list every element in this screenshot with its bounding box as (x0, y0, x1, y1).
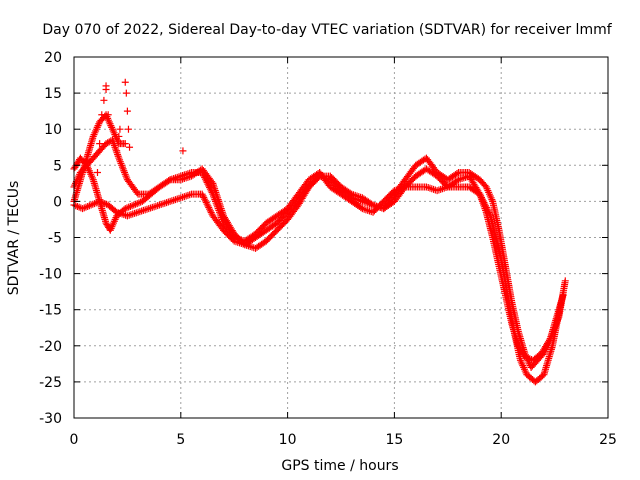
y-tick-label: 15 (44, 86, 62, 102)
data-points (70, 78, 569, 386)
data-point (93, 169, 101, 177)
data-point (79, 205, 87, 213)
data-point (204, 202, 212, 210)
y-tick-label: 5 (53, 158, 62, 174)
data-point (346, 193, 354, 201)
series-track-d (70, 111, 129, 205)
x-tick-label: 25 (599, 432, 617, 448)
series-early-spikes (93, 78, 187, 177)
series-track-c (70, 165, 569, 364)
data-point (133, 200, 141, 208)
data-point (126, 143, 134, 151)
data-point (92, 199, 100, 207)
data-point (198, 190, 206, 198)
data-point (179, 147, 187, 155)
data-point (453, 177, 461, 185)
data-point (132, 200, 140, 208)
data-point (126, 202, 134, 210)
data-point (97, 198, 105, 206)
y-tick-label: -5 (48, 231, 62, 247)
y-tick-label: -10 (39, 267, 62, 283)
x-axis-label: GPS time / hours (281, 458, 398, 474)
y-tick-label: -25 (39, 375, 62, 391)
data-point (121, 205, 129, 213)
data-point (80, 204, 88, 212)
data-point (203, 200, 211, 208)
data-point (115, 132, 123, 140)
data-point (207, 209, 215, 217)
data-point (545, 336, 553, 344)
data-point (99, 199, 107, 207)
data-point (199, 192, 207, 200)
x-tick-label: 20 (492, 432, 510, 448)
data-point (73, 202, 81, 210)
axis-ticks: 0 5 10 15 20 25 -30 -25 -20 -15 -10 -5 0 5 10 15 20 (39, 50, 617, 448)
data-point (102, 82, 110, 90)
data-point (522, 353, 530, 361)
data-point (204, 180, 212, 188)
x-tick-label: 0 (70, 432, 79, 448)
data-point (87, 201, 95, 209)
data-point (85, 202, 93, 210)
data-point (206, 205, 214, 213)
data-point (89, 200, 97, 208)
data-point (96, 197, 104, 205)
data-point (124, 125, 132, 133)
data-point (101, 200, 109, 208)
data-point (125, 203, 133, 211)
data-point (75, 203, 83, 211)
data-point (200, 194, 208, 202)
data-point (113, 147, 121, 155)
data-point (165, 177, 173, 185)
chart-title: Day 070 of 2022, Sidereal Day-to-day VTE… (42, 22, 612, 38)
data-point (122, 89, 130, 97)
data-point (206, 207, 214, 215)
y-tick-label: -20 (39, 339, 62, 355)
data-point (475, 189, 483, 197)
data-point (202, 199, 210, 207)
data-point (98, 111, 106, 119)
data-point (96, 140, 104, 148)
y-tick-label: 20 (44, 50, 62, 66)
data-point (453, 170, 461, 178)
y-tick-label: -30 (39, 411, 62, 427)
data-point (201, 197, 209, 205)
data-point (72, 202, 80, 210)
data-point (205, 182, 213, 190)
y-tick-label: 0 (53, 194, 62, 210)
data-point (205, 204, 213, 212)
data-point (123, 204, 131, 212)
data-point (123, 107, 131, 115)
data-point (116, 125, 124, 133)
data-point (135, 199, 143, 207)
data-point (561, 277, 569, 285)
x-tick-label: 10 (279, 432, 297, 448)
y-tick-label: 10 (44, 122, 62, 138)
data-point (524, 354, 532, 362)
data-point (100, 96, 108, 104)
y-axis-label: SDTVAR / TECUs (6, 181, 22, 296)
data-point (133, 189, 141, 197)
x-tick-label: 15 (385, 432, 403, 448)
y-tick-label: -15 (39, 303, 62, 319)
data-point (82, 203, 90, 211)
data-point (521, 353, 529, 361)
data-point (121, 140, 129, 148)
data-point (130, 201, 138, 209)
x-tick-label: 5 (176, 432, 185, 448)
data-point (104, 111, 112, 119)
data-point (128, 202, 136, 210)
data-point (201, 195, 209, 203)
data-point (121, 78, 129, 86)
data-point (84, 202, 92, 210)
data-point (91, 200, 99, 208)
data-point (357, 204, 365, 212)
